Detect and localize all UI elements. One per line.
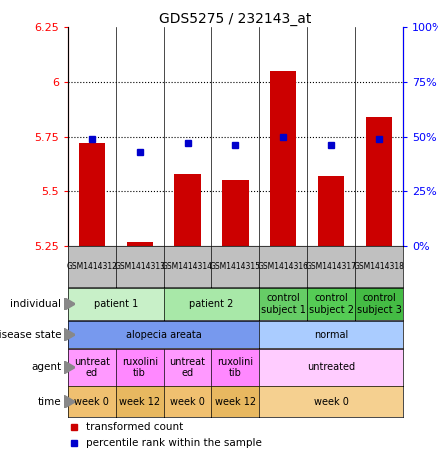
Text: control
subject 3: control subject 3	[357, 293, 402, 315]
Text: GSM1414316: GSM1414316	[258, 262, 309, 271]
Text: patient 1: patient 1	[94, 299, 138, 309]
Text: transformed count: transformed count	[86, 422, 183, 432]
Text: time: time	[38, 397, 61, 407]
Text: untreat
ed: untreat ed	[170, 357, 205, 378]
Text: GSM1414315: GSM1414315	[210, 262, 261, 271]
Bar	[366, 117, 392, 246]
Polygon shape	[64, 298, 75, 310]
Polygon shape	[64, 328, 75, 341]
Text: week 12: week 12	[119, 397, 160, 407]
Polygon shape	[64, 361, 75, 374]
Text: patient 2: patient 2	[189, 299, 234, 309]
Polygon shape	[64, 395, 75, 408]
Text: week 0: week 0	[74, 397, 109, 407]
Title: GDS5275 / 232143_at: GDS5275 / 232143_at	[159, 12, 311, 26]
Text: ruxolini
tib: ruxolini tib	[122, 357, 158, 378]
Text: ruxolini
tib: ruxolini tib	[217, 357, 254, 378]
Text: untreated: untreated	[307, 362, 355, 372]
Text: GSM1414313: GSM1414313	[114, 262, 165, 271]
Text: control
subject 2: control subject 2	[309, 293, 353, 315]
Text: individual: individual	[11, 299, 61, 309]
Text: week 0: week 0	[170, 397, 205, 407]
Text: disease state: disease state	[0, 330, 61, 340]
Bar	[127, 241, 153, 246]
Text: week 12: week 12	[215, 397, 256, 407]
Text: GSM1414314: GSM1414314	[162, 262, 213, 271]
Text: GSM1414312: GSM1414312	[67, 262, 117, 271]
Text: alopecia areata: alopecia areata	[126, 330, 201, 340]
Bar	[79, 143, 105, 246]
Text: week 0: week 0	[314, 397, 349, 407]
Bar	[270, 71, 297, 246]
Bar	[222, 180, 249, 246]
Bar	[174, 174, 201, 246]
Text: normal: normal	[314, 330, 348, 340]
Text: GSM1414318: GSM1414318	[353, 262, 404, 271]
Text: GSM1414317: GSM1414317	[306, 262, 357, 271]
Text: agent: agent	[31, 362, 61, 372]
Text: untreat
ed: untreat ed	[74, 357, 110, 378]
Bar	[318, 176, 344, 246]
Text: percentile rank within the sample: percentile rank within the sample	[86, 438, 262, 448]
Text: control
subject 1: control subject 1	[261, 293, 306, 315]
